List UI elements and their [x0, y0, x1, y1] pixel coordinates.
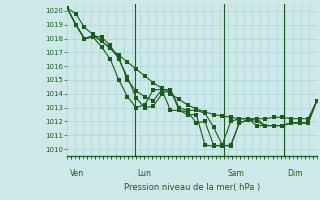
Text: Sam: Sam	[227, 168, 244, 178]
Text: Dim: Dim	[287, 168, 303, 178]
Text: Ven: Ven	[70, 168, 84, 178]
Text: Lun: Lun	[137, 168, 151, 178]
Text: Pression niveau de la mer( hPa ): Pression niveau de la mer( hPa )	[124, 183, 260, 192]
